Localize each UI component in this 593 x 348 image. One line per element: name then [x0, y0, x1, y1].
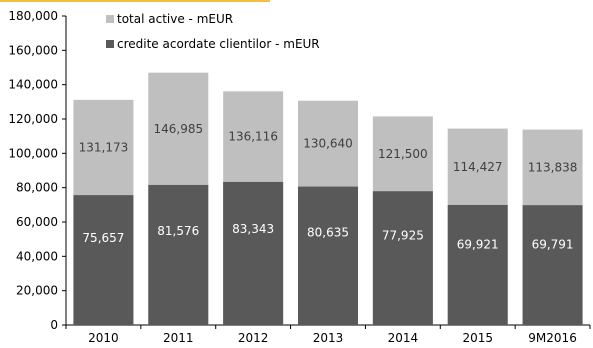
x-tick-label: 9M2016: [528, 331, 577, 345]
y-tick-label: 100,000: [8, 146, 58, 160]
x-tick-label: 2010: [88, 331, 119, 345]
chart-axes: 0 20,000 40,000 60,000 80,000 100,000 120,000 1…: [8, 9, 591, 345]
data-label-total-active: 121,500: [378, 147, 428, 161]
y-tick-label: 40,000: [16, 249, 58, 263]
data-label-credite-acordate: 81,576: [157, 224, 199, 238]
y-tick-label: 180,000: [8, 9, 58, 23]
data-label-credite-acordate: 77,925: [382, 228, 424, 242]
data-labels: 131,173 75,657 146,985 81,576 136,116 83,343 1…: [79, 122, 578, 252]
data-label-credite-acordate: 69,921: [457, 238, 499, 252]
bar-credite-acordate: [223, 181, 284, 325]
bar-credite-acordate: [372, 191, 433, 325]
legend-label-total-active: total active - mEUR: [117, 12, 233, 26]
data-label-credite-acordate: 80,635: [307, 225, 349, 239]
x-tick-label: 2012: [238, 331, 269, 345]
legend-swatch-total-active: [106, 15, 114, 23]
x-tick-label: 2014: [388, 331, 419, 345]
y-tick-label: 140,000: [8, 78, 58, 92]
bar-credite-acordate: [522, 205, 583, 325]
y-tick-label: 20,000: [16, 284, 58, 298]
legend-swatch-credite-acordate: [106, 40, 114, 48]
x-tick-label: 2013: [313, 331, 344, 345]
data-label-total-active: 113,838: [528, 160, 578, 174]
x-tick-label: 2011: [163, 331, 194, 345]
y-tick-label: 0: [50, 318, 58, 332]
bar-credite-acordate: [148, 184, 209, 325]
data-label-credite-acordate: 75,657: [82, 231, 124, 245]
data-label-total-active: 146,985: [153, 122, 203, 136]
data-label-total-active: 136,116: [228, 130, 278, 144]
y-tick-label: 160,000: [8, 43, 58, 57]
x-tick-label: 2015: [462, 331, 493, 345]
top-accent-line: [0, 0, 270, 2]
data-label-credite-acordate: 69,791: [532, 238, 574, 252]
bar-credite-acordate: [298, 186, 358, 325]
data-label-credite-acordate: 83,343: [232, 222, 274, 236]
data-label-total-active: 130,640: [303, 137, 353, 151]
series-credite-acordate: [73, 181, 583, 325]
data-label-total-active: 131,173: [79, 140, 129, 154]
chart-legend: total active - mEUR credite acordate cli…: [106, 12, 320, 51]
data-label-total-active: 114,427: [453, 160, 503, 174]
y-tick-label: 80,000: [16, 181, 58, 195]
legend-label-credite-acordate: credite acordate clientilor - mEUR: [117, 37, 320, 51]
bar-credite-acordate: [73, 195, 134, 325]
bar-credite-acordate: [447, 204, 508, 325]
y-tick-label: 120,000: [8, 112, 58, 126]
y-tick-label: 60,000: [16, 215, 58, 229]
